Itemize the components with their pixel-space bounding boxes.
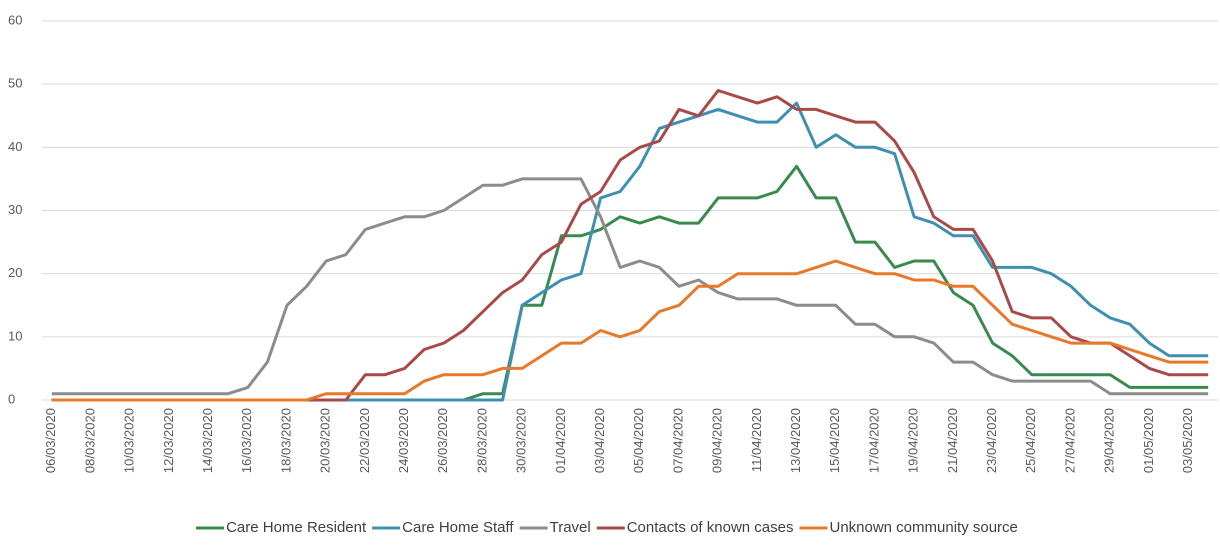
x-tick-label: 19/04/2020 [906, 408, 921, 473]
x-tick-label: 07/04/2020 [670, 408, 685, 473]
legend-label: Travel [550, 519, 591, 536]
y-tick-label: 60 [8, 12, 22, 27]
x-tick-label: 27/04/2020 [1062, 408, 1077, 473]
x-tick-label: 13/04/2020 [788, 408, 803, 473]
x-tick-label: 05/04/2020 [631, 408, 646, 473]
x-tick-label: 26/03/2020 [435, 408, 450, 473]
x-tick-label: 11/04/2020 [749, 408, 764, 472]
x-tick-label: 16/03/2020 [239, 408, 254, 473]
legend-label: Care Home Staff [402, 519, 514, 536]
legend-label: Care Home Resident [226, 519, 367, 536]
x-tick-label: 22/03/2020 [357, 408, 372, 473]
y-tick-label: 40 [8, 139, 22, 154]
x-tick-label: 24/03/2020 [396, 408, 411, 473]
x-tick-label: 20/03/2020 [318, 408, 333, 473]
x-tick-label: 28/03/2020 [474, 408, 489, 473]
y-tick-label: 30 [8, 202, 22, 217]
x-tick-label: 21/04/2020 [945, 408, 960, 473]
x-tick-label: 12/03/2020 [161, 408, 176, 473]
series-line [51, 89, 1209, 402]
x-tick-label: 23/04/2020 [984, 408, 999, 473]
x-tick-label: 30/03/2020 [514, 408, 529, 473]
x-tick-label: 03/04/2020 [592, 408, 607, 473]
x-tick-label: 18/03/2020 [278, 408, 293, 473]
legend-label: Contacts of known cases [627, 519, 794, 536]
y-tick-label: 20 [8, 265, 22, 280]
series-line [51, 164, 1209, 402]
y-tick-label: 0 [8, 391, 15, 406]
x-tick-label: 17/04/2020 [866, 408, 881, 473]
x-tick-label: 29/04/2020 [1102, 408, 1117, 473]
series-line [51, 259, 1209, 402]
legend-label: Unknown community source [829, 519, 1017, 536]
series-line [51, 177, 1209, 396]
x-tick-label: 09/04/2020 [710, 408, 725, 473]
x-tick-label: 25/04/2020 [1023, 408, 1038, 473]
x-tick-label: 15/04/2020 [827, 408, 842, 473]
x-tick-label: 14/03/2020 [200, 408, 215, 473]
x-tick-label: 03/05/2020 [1180, 408, 1195, 473]
x-tick-label: 01/05/2020 [1141, 408, 1156, 473]
x-tick-label: 06/03/2020 [43, 408, 58, 473]
y-tick-label: 50 [8, 76, 22, 91]
x-tick-label: 10/03/2020 [122, 408, 137, 473]
y-tick-label: 10 [8, 328, 22, 343]
x-tick-label: 08/03/2020 [82, 408, 97, 473]
x-tick-label: 01/04/2020 [553, 408, 568, 473]
